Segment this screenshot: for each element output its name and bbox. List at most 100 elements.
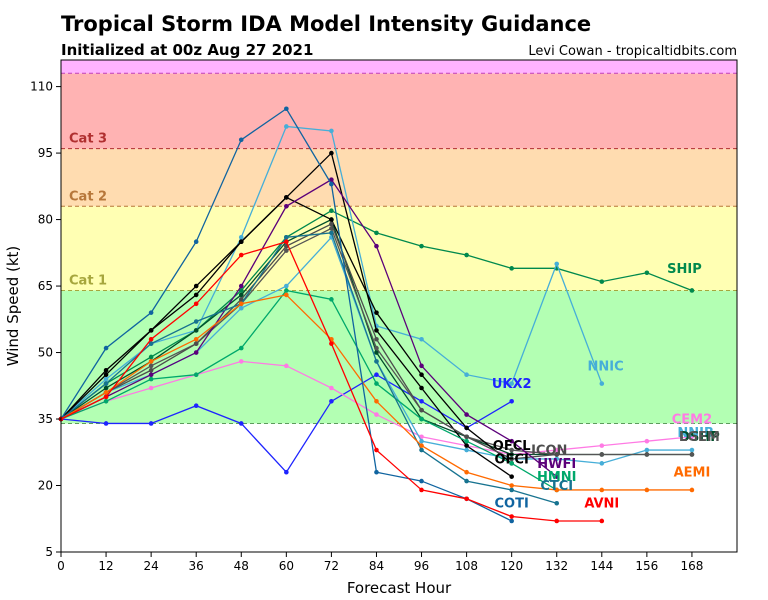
series-point-cem2 <box>599 443 605 448</box>
series-point-aemi <box>509 483 514 488</box>
series-point-ctci <box>464 478 469 484</box>
series-point-ctci <box>103 381 109 386</box>
series-point-nnib <box>464 447 469 453</box>
series-label-ship: SHIP <box>667 262 702 277</box>
series-point-ctci <box>329 230 334 236</box>
series-point-nnic <box>329 128 334 134</box>
series-point-ukx2 <box>284 469 289 475</box>
chart-credit: Levi Cowan - tropicaltidbits.com <box>528 44 737 59</box>
series-point-icon <box>374 336 379 342</box>
band-label-cat-3: Cat 3 <box>69 132 107 147</box>
series-point-nnib <box>554 456 560 462</box>
series-point-ship <box>644 270 650 276</box>
series-point-ctci <box>509 487 514 493</box>
series-point-dshp <box>238 292 244 298</box>
series-point-avni <box>509 514 514 519</box>
series-point-icon <box>464 434 469 440</box>
series-point-ctci <box>284 234 289 240</box>
series-label-hmni: HMNI <box>537 470 577 485</box>
series-point-cem2 <box>554 447 560 453</box>
series-point-dshp <box>103 385 109 391</box>
series-point-ofci <box>464 443 469 448</box>
series-point-aemi <box>644 487 650 493</box>
series-point-aemi <box>599 487 605 493</box>
series-point-nnib <box>284 283 289 289</box>
series-label-hwfi: HWFI <box>537 457 576 472</box>
series-label-coti: COTI <box>495 497 529 512</box>
series-point-hwfi <box>554 474 560 479</box>
series-point-ukx2 <box>148 421 154 426</box>
series-point-ofci <box>193 283 199 289</box>
plot-area: Cat 1 Cat 2 Cat 3 SHIP NNIC UKX2 CEM2NNIBDSHPL… <box>30 59 738 573</box>
series-point-cem2 <box>374 412 379 417</box>
series-point-avni <box>238 252 244 258</box>
series-line-hmni <box>60 289 558 491</box>
series-point-ofcl <box>193 292 199 298</box>
intensity-band-5 <box>61 60 737 74</box>
series-point-hmni <box>464 438 469 444</box>
series-point-avni <box>374 447 379 453</box>
series-point-ship <box>374 230 379 236</box>
series-point-lgem <box>148 363 154 369</box>
series-point-cem2 <box>238 359 244 364</box>
series-point-hwfi <box>419 363 424 369</box>
y-tick-label: 80 <box>38 213 53 227</box>
series-point-hmni <box>509 461 514 466</box>
series-point-icon <box>509 456 514 462</box>
y-axis-label: Wind Speed (kt) <box>4 246 22 367</box>
chart-title: Tropical Storm IDA Model Intensity Guida… <box>61 12 591 36</box>
series-point-lgem <box>689 452 695 457</box>
intensity-band-2 <box>61 206 737 291</box>
x-tick-label: 84 <box>369 559 384 573</box>
series-point-nnib <box>419 438 424 444</box>
series-point-coti <box>509 518 514 524</box>
series-point-hwfi <box>238 283 244 289</box>
series-point-coti <box>103 345 109 351</box>
series-label-lgem: LGEM <box>679 430 720 445</box>
series-point-dshp <box>374 350 379 355</box>
series-point-hmni <box>374 381 379 386</box>
series-label-avni: AVNI <box>584 497 619 512</box>
plot-frame <box>60 59 738 553</box>
series-point-cem2 <box>148 385 154 391</box>
series-point-nnic <box>599 381 605 386</box>
chart-subtitle: Initialized at 00z Aug 27 2021 <box>61 41 313 59</box>
series-line-ctci <box>60 232 557 504</box>
series-point-aemi <box>238 301 244 307</box>
series-point-lgem <box>644 452 650 457</box>
band-label-cat-1: Cat 1 <box>69 273 107 288</box>
x-tick-label: 72 <box>324 559 339 573</box>
series-point-hmni <box>238 345 244 351</box>
series-point-icon <box>554 452 560 457</box>
series-label-ukx2: UKX2 <box>492 377 532 392</box>
series-point-coti <box>284 106 289 112</box>
series-point-avni <box>103 394 109 400</box>
y-tick-label: 50 <box>38 346 53 360</box>
series-point-ship <box>509 266 514 271</box>
series-point-lgem <box>284 248 289 253</box>
series-point-ship <box>148 354 154 360</box>
x-tick-label: 132 <box>545 559 568 573</box>
series-point-nnib <box>644 447 650 453</box>
series-label-dshp: DSHP <box>679 430 720 445</box>
series-label-nnib: NNIB <box>677 426 714 441</box>
series-point-coti <box>238 137 244 143</box>
series-point-hwfi <box>374 243 379 249</box>
series-point-aemi <box>374 398 379 404</box>
x-tick-label: 168 <box>680 559 703 573</box>
series-point-ukx2 <box>329 398 334 404</box>
series-point-hmni <box>419 416 424 422</box>
series-label-cem2: CEM2 <box>672 412 712 427</box>
series-point-nnic <box>509 381 514 386</box>
y-tick-label: 95 <box>38 146 53 160</box>
series-point-ctci <box>374 359 379 364</box>
intensity-band-4 <box>61 73 737 149</box>
series-point-cem2 <box>284 363 289 369</box>
series-point-ctci <box>554 500 560 506</box>
series-point-icon <box>148 367 154 373</box>
y-tick-label: 35 <box>38 412 53 426</box>
series-point-coti <box>329 181 334 187</box>
series-point-ctci <box>148 341 154 346</box>
series-point-aemi <box>193 336 199 342</box>
series-point-ofci <box>419 385 424 391</box>
